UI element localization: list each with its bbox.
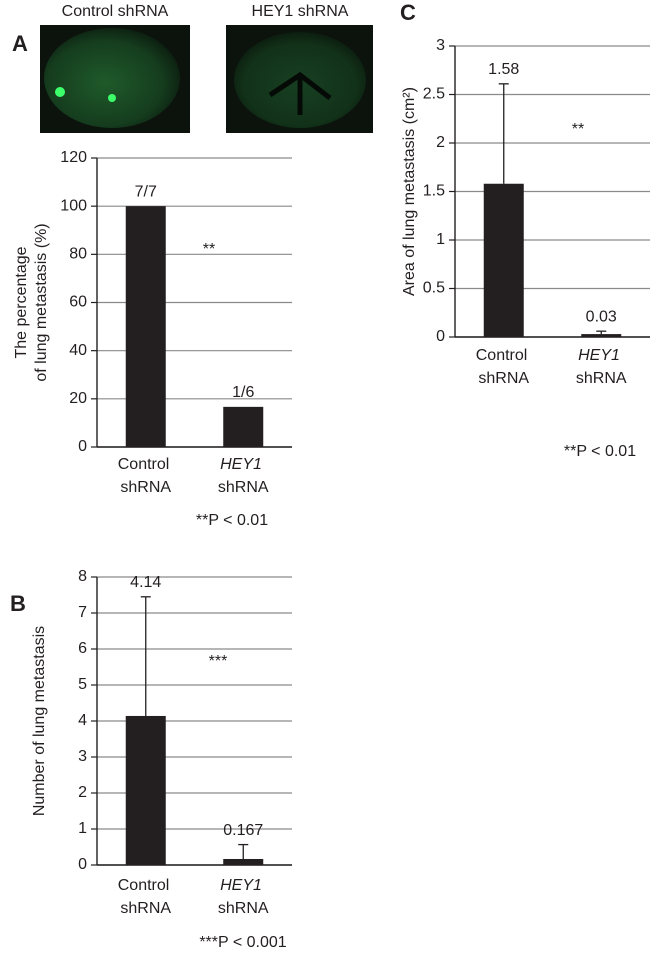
value-label: 1.58 xyxy=(488,61,519,78)
metastasis-spot xyxy=(55,87,65,97)
y-tick-label: 0 xyxy=(436,328,445,345)
y-tick-label: 20 xyxy=(69,390,87,407)
value-label: 1/6 xyxy=(232,384,254,401)
significance-mark: ** xyxy=(572,121,584,138)
panel-label: B xyxy=(10,591,26,616)
y-tick-label: 1 xyxy=(436,231,445,248)
y-tick-label: 120 xyxy=(60,149,87,166)
value-label: 4.14 xyxy=(130,574,161,591)
value-label: 0.167 xyxy=(223,822,263,839)
bar xyxy=(125,206,166,447)
significance-mark: *** xyxy=(209,653,228,670)
image-label: Control shRNA xyxy=(62,3,169,20)
bar xyxy=(581,334,622,337)
panel-label: C xyxy=(400,0,416,25)
y-axis-label: Area of lung metastasis (cm²) xyxy=(401,87,418,296)
bar xyxy=(223,406,264,447)
x-tick-label: Control shRNA xyxy=(118,456,174,496)
x-tick-label: Control shRNA xyxy=(476,347,532,387)
y-axis-label: Number of lung metastasis xyxy=(31,626,48,816)
footnote: **P < 0.01 xyxy=(564,443,636,460)
metastasis-spot xyxy=(108,94,116,102)
y-tick-label: 5 xyxy=(78,676,87,693)
footnote: **P < 0.01 xyxy=(196,512,268,529)
x-tick-label: Control shRNA xyxy=(118,877,174,917)
y-tick-label: 60 xyxy=(69,294,87,311)
value-label: 7/7 xyxy=(135,183,157,200)
lung-tissue xyxy=(44,28,180,128)
y-tick-label: 100 xyxy=(60,197,87,214)
image-label: HEY1 shRNA xyxy=(252,3,349,20)
y-tick-label: 0 xyxy=(78,438,87,455)
y-tick-label: 0.5 xyxy=(423,280,445,297)
y-tick-label: 8 xyxy=(78,568,87,585)
y-tick-label: 6 xyxy=(78,640,87,657)
y-tick-label: 0 xyxy=(78,856,87,873)
y-tick-label: 2 xyxy=(436,134,445,151)
panel-label: A xyxy=(12,31,28,56)
significance-mark: ** xyxy=(203,241,215,258)
footnote: ***P < 0.001 xyxy=(199,934,286,951)
y-tick-label: 2 xyxy=(78,784,87,801)
y-tick-label: 7 xyxy=(78,604,87,621)
y-tick-label: 4 xyxy=(78,712,87,729)
y-tick-label: 3 xyxy=(436,37,445,54)
bar xyxy=(223,858,264,865)
x-tick-label: HEY1 shRNA xyxy=(218,456,269,496)
y-axis-label: of lung metastasis (%) xyxy=(33,223,50,381)
y-tick-label: 80 xyxy=(69,246,87,263)
y-tick-label: 40 xyxy=(69,342,87,359)
y-tick-label: 3 xyxy=(78,748,87,765)
y-tick-label: 2.5 xyxy=(423,86,445,103)
y-tick-label: 1 xyxy=(78,820,87,837)
y-tick-label: 1.5 xyxy=(423,183,445,200)
lung-fissure xyxy=(268,71,332,115)
bar xyxy=(125,715,166,865)
bar xyxy=(483,183,524,337)
x-tick-label: HEY1 shRNA xyxy=(218,877,269,917)
y-axis-label: The percentage xyxy=(13,246,30,358)
value-label: 0.03 xyxy=(586,308,617,325)
x-tick-label: HEY1 shRNA xyxy=(576,347,627,387)
